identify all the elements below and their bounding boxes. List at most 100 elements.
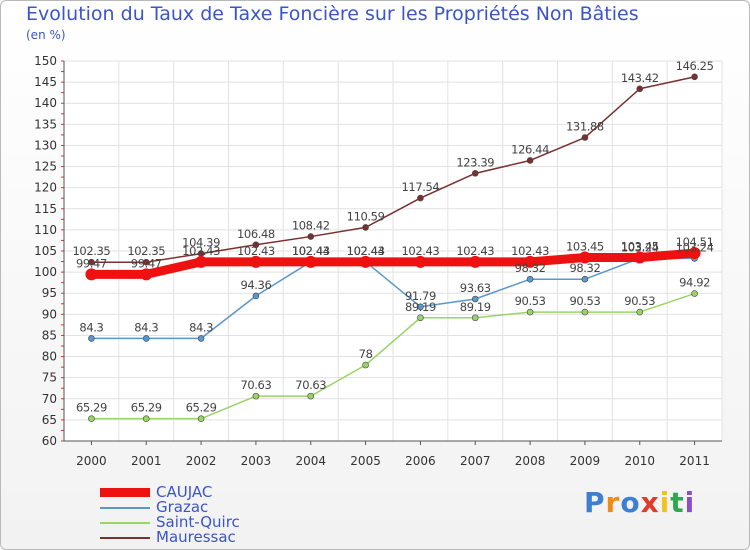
data-point	[88, 258, 95, 266]
data-label: 70.63	[295, 378, 326, 392]
y-tick-label: 70	[42, 392, 57, 406]
data-label: 117.54	[401, 180, 439, 194]
data-label: 84.3	[134, 320, 158, 334]
data-point	[197, 415, 205, 422]
y-tick-label: 75	[42, 371, 57, 385]
data-label: 102.35	[72, 244, 110, 258]
data-label: 103.24	[676, 240, 714, 254]
y-tick-label: 115	[34, 202, 57, 216]
x-tick-label: 2000	[76, 454, 107, 468]
data-point	[526, 157, 534, 164]
data-point	[359, 255, 372, 268]
data-label: 102.43	[511, 244, 549, 258]
data-point	[197, 335, 205, 342]
x-tick-label: 2010	[624, 454, 655, 468]
data-label: 143.42	[621, 71, 659, 85]
data-label: 90.53	[624, 294, 655, 308]
data-point	[362, 224, 369, 231]
data-point	[636, 85, 644, 93]
data-point	[417, 194, 424, 202]
data-label: 123.39	[456, 155, 494, 169]
data-point	[362, 361, 369, 369]
data-label: 89.19	[460, 300, 491, 314]
x-tick-label: 2007	[460, 454, 491, 468]
data-label: 70.63	[240, 378, 271, 392]
y-tick-label: 130	[34, 138, 57, 152]
data-label: 78	[359, 347, 373, 361]
data-point	[142, 415, 150, 422]
x-tick-label: 2001	[131, 454, 162, 468]
data-label: 94.36	[240, 278, 271, 292]
data-point	[252, 392, 260, 400]
data-label: 90.53	[515, 294, 546, 308]
data-label: 102.44	[292, 244, 330, 258]
y-tick-label: 80	[42, 350, 57, 364]
data-point	[304, 255, 317, 268]
y-tick-label: 140	[34, 96, 57, 110]
y-tick-label: 125	[34, 160, 57, 174]
y-tick-label: 145	[34, 75, 57, 89]
data-point	[524, 255, 537, 268]
data-label: 126.44	[511, 142, 549, 156]
x-tick-label: 2005	[350, 454, 381, 468]
logo-letter: x	[640, 486, 660, 519]
logo-letter: P	[584, 486, 606, 519]
data-point	[688, 247, 701, 260]
data-label: 102.44	[347, 244, 385, 258]
unit-label: (en %)	[26, 28, 66, 42]
y-tick-label: 65	[42, 413, 57, 427]
data-label: 65.29	[76, 401, 107, 415]
data-point	[581, 308, 589, 316]
data-label: 102.43	[401, 244, 439, 258]
data-point	[471, 295, 479, 303]
data-point	[307, 392, 315, 400]
logo-letter: t	[670, 486, 685, 519]
data-label: 84.3	[189, 320, 213, 334]
x-tick-label: 2011	[679, 454, 710, 468]
data-point	[195, 255, 208, 268]
data-label: 65.29	[131, 401, 162, 415]
data-point	[581, 134, 589, 141]
data-label: 103.24	[621, 240, 659, 254]
legend-label: CAUJAC	[156, 483, 213, 501]
legend-swatch	[100, 536, 150, 539]
y-tick-label: 150	[34, 54, 57, 68]
data-label: 65.29	[186, 401, 217, 415]
data-point	[252, 292, 260, 300]
data-label: 84.3	[79, 320, 103, 334]
data-point	[88, 415, 95, 422]
data-point	[471, 170, 479, 177]
data-label: 106.48	[237, 227, 275, 241]
series-line-Saint-Quirc	[91, 292, 695, 420]
data-point	[581, 275, 589, 283]
y-tick-label: 120	[34, 181, 57, 195]
legend-swatch	[100, 506, 150, 509]
y-tick-label: 110	[34, 223, 57, 237]
legend-item: Grazac	[100, 500, 240, 515]
data-point	[414, 255, 427, 268]
data-point	[636, 308, 644, 316]
y-tick-label: 135	[34, 117, 57, 131]
data-label: 103.45	[621, 240, 659, 254]
legend-label: Grazac	[156, 498, 209, 516]
data-point	[252, 241, 260, 249]
x-tick-label: 2003	[241, 454, 272, 468]
data-label: 93.63	[460, 281, 491, 295]
data-label: 102.43	[292, 244, 330, 258]
y-tick-label: 60	[42, 434, 57, 448]
legend: CAUJAC Grazac Saint-Quirc Mauressac	[100, 485, 240, 545]
data-point	[142, 258, 150, 266]
data-label: 89.19	[405, 300, 436, 314]
data-point	[578, 251, 591, 264]
data-label: 102.35	[127, 244, 165, 258]
data-label: 102.43	[237, 244, 275, 258]
data-point	[85, 268, 98, 281]
data-point	[417, 303, 424, 311]
data-point	[633, 251, 646, 264]
legend-item: Saint-Quirc	[100, 515, 240, 530]
proxiti-logo: Proxiti	[584, 486, 695, 519]
series-line-CAUJAC	[91, 248, 695, 279]
data-point	[142, 335, 150, 342]
data-point	[469, 255, 482, 268]
